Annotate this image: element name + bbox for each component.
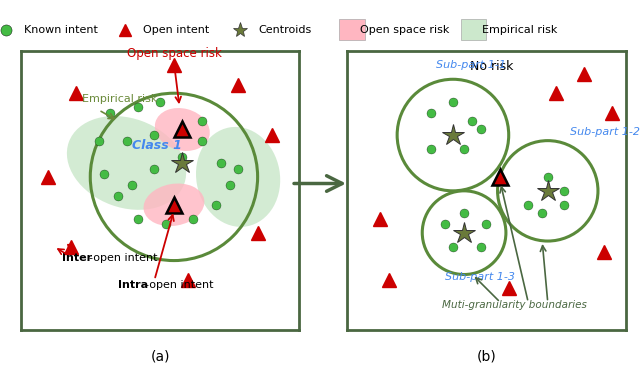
Bar xyxy=(461,19,486,40)
Text: Empirical risk: Empirical risk xyxy=(82,94,157,103)
Text: Sub-part 1-1: Sub-part 1-1 xyxy=(436,60,506,70)
Ellipse shape xyxy=(155,108,210,151)
Text: Open space risk: Open space risk xyxy=(127,47,221,60)
Text: -open intent: -open intent xyxy=(89,252,157,262)
Text: (a): (a) xyxy=(150,350,170,364)
Text: Open space risk: Open space risk xyxy=(360,25,450,34)
Ellipse shape xyxy=(196,127,280,227)
Bar xyxy=(339,19,365,40)
Text: Empirical risk: Empirical risk xyxy=(482,25,557,34)
Text: (b): (b) xyxy=(477,350,496,364)
Text: Class 1: Class 1 xyxy=(132,139,182,152)
Text: Muti-granularity boundaries: Muti-granularity boundaries xyxy=(442,300,587,310)
Text: No risk: No risk xyxy=(470,60,514,73)
Text: Open intent: Open intent xyxy=(143,25,209,34)
Text: Inter: Inter xyxy=(62,252,93,262)
Ellipse shape xyxy=(67,116,186,210)
Text: -open intent: -open intent xyxy=(145,280,213,290)
Text: Sub-part 1-2: Sub-part 1-2 xyxy=(570,127,640,137)
Text: Sub-part 1-3: Sub-part 1-3 xyxy=(445,272,515,282)
Text: Intra: Intra xyxy=(118,280,148,290)
Text: Centroids: Centroids xyxy=(258,25,311,34)
Ellipse shape xyxy=(143,184,204,226)
Text: Known intent: Known intent xyxy=(24,25,98,34)
